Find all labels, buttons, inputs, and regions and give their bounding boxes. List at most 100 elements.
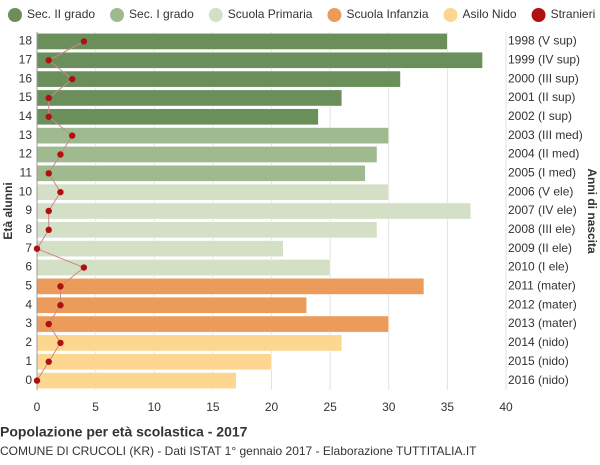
y-tick-label: 15 [19,90,33,104]
bar [36,33,448,50]
y-tick-label: 7 [25,241,32,255]
legend-swatch [327,8,342,22]
point [45,358,52,365]
legend-swatch [443,8,458,22]
x-tick-label: 5 [92,400,99,414]
x-tick-label: 10 [148,400,162,414]
point [57,283,64,290]
y2-tick-label: 2000 (III sup) [508,71,579,85]
x-tick-label: 40 [499,400,513,414]
point [45,113,52,120]
chart-subtitle: COMUNE DI CRUCOLI (KR) - Dati ISTAT 1° g… [0,444,477,458]
bar [36,146,378,163]
y-tick-label: 8 [25,222,32,236]
y2-tick-label: 2016 (nido) [508,373,569,387]
x-tick-label: 20 [265,400,279,414]
bar [36,51,483,69]
y-tick-label: 4 [25,297,32,311]
y-tick-label: 14 [19,109,33,123]
y2-tick-label: 1999 (IV sup) [508,52,580,66]
x-tick-label: 25 [323,400,337,414]
point [45,94,52,102]
point [45,207,52,215]
y2-tick-label: 2006 (V ele) [508,184,573,198]
y2-tick-label: 1998 (V sup) [508,34,577,48]
legend-label: Asilo Nido [463,7,517,21]
y2-tick-label: 2002 (I sup) [508,109,572,123]
bar [36,183,389,201]
bar [36,70,401,88]
point [57,339,64,347]
bar [36,296,307,314]
y-tick-label: 5 [25,279,32,293]
bar [36,240,284,258]
y2-tick-label: 2001 (II sup) [508,90,575,104]
bar [36,202,472,220]
y-tick-label: 16 [19,71,33,85]
chart-title: Popolazione per età scolastica - 2017 [0,424,248,440]
point [45,170,52,177]
legend-swatch [110,8,125,22]
y-axis-label: Età alunni [1,182,15,239]
x-tick-label: 30 [382,400,396,414]
y2-tick-label: 2005 (I med) [508,165,576,179]
bar [36,108,319,126]
point [57,188,64,196]
point [68,75,76,83]
bar [36,89,343,107]
point [57,151,64,158]
point [80,38,88,45]
y2-tick-label: 2007 (IV ele) [508,203,577,217]
y-tick-label: 10 [19,184,33,198]
y-tick-label: 11 [20,165,33,179]
y-tick-label: 9 [25,203,32,217]
bar [36,353,272,371]
legend-label: Scuola Primaria [228,7,313,21]
legend-label: Sec. I grado [129,7,194,21]
bar [36,372,237,389]
bar [36,334,343,352]
y-tick-label: 3 [25,316,32,330]
point [33,377,41,384]
legend-swatch [208,8,223,22]
y2-tick-label: 2010 (I ele) [508,260,569,274]
legend-label: Scuola Infanzia [346,7,428,21]
bar [36,278,425,295]
y-tick-label: 2 [25,335,32,349]
x-tick-label: 15 [206,400,220,414]
y-tick-label: 12 [19,147,33,161]
x-tick-label: 35 [441,400,455,414]
legend-label: Stranieri [551,7,596,21]
y2-tick-label: 2008 (III ele) [508,222,575,236]
bar [36,164,366,182]
y2-tick-label: 2004 (II med) [508,147,579,161]
point [57,302,64,309]
y2-tick-label: 2015 (nido) [508,354,569,368]
bar [36,315,389,333]
y2-tick-label: 2014 (nido) [508,335,569,349]
y-tick-label: 6 [25,260,32,274]
x-tick-label: 0 [34,400,41,414]
y2-tick-label: 2003 (III med) [508,128,583,142]
y-tick-label: 1 [25,354,32,368]
y2-tick-label: 2013 (mater) [508,316,577,330]
legend-swatch [8,8,22,22]
point [33,245,41,252]
y2-tick-label: 2012 (mater) [508,297,577,311]
point [68,132,76,139]
y-tick-label: 18 [19,34,33,48]
y-tick-label: 0 [25,373,32,387]
point [45,320,52,328]
legend-label: Sec. II grado [27,7,95,21]
y2-tick-label: 2009 (II ele) [508,241,572,255]
bar [36,221,378,239]
legend-swatch [531,8,546,22]
y-tick-label: 17 [19,52,33,66]
point [80,264,88,271]
y2-tick-label: 2011 (mater) [508,279,576,293]
bar [36,127,389,144]
y2-axis-label: Anni di nascita [585,168,599,254]
y-tick-label: 13 [19,128,33,142]
point [45,226,52,234]
